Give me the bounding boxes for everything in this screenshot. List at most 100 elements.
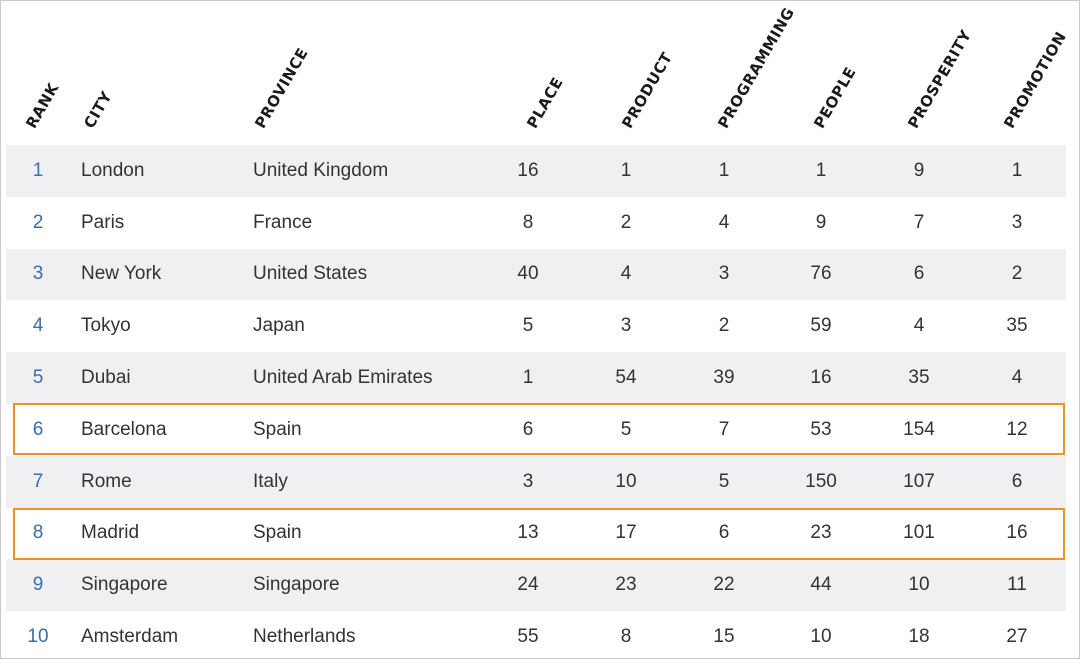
promotion-cell: 6 xyxy=(1011,470,1023,492)
header-programming: PROGRAMMING xyxy=(714,4,799,132)
prosperity-cell: 7 xyxy=(913,211,925,233)
province-cell: Japan xyxy=(253,315,305,337)
province-cell: United Kingdom xyxy=(253,159,389,181)
province-cell: Netherlands xyxy=(253,626,356,648)
programming-cell: 7 xyxy=(718,418,730,440)
table-row: 2 Paris France 8 2 4 9 7 3 xyxy=(6,196,1066,249)
prosperity-cell: 6 xyxy=(913,263,925,285)
city-cell: Amsterdam xyxy=(81,626,179,648)
place-cell: 6 xyxy=(522,418,534,440)
header-people: PEOPLE xyxy=(810,63,860,132)
product-cell: 8 xyxy=(620,626,632,648)
rank-cell: 9 xyxy=(32,574,44,596)
province-cell: Italy xyxy=(253,470,288,492)
rank-cell: 8 xyxy=(32,522,44,544)
header-place: PLACE xyxy=(523,74,567,132)
promotion-cell: 11 xyxy=(1007,574,1027,596)
city-cell: Paris xyxy=(81,211,125,233)
rank-cell: 2 xyxy=(32,211,44,233)
product-cell: 54 xyxy=(615,367,637,389)
product-cell: 17 xyxy=(615,522,637,544)
product-cell: 2 xyxy=(620,211,632,233)
table-row: 3 New York United States 40 4 3 76 6 2 xyxy=(6,248,1066,301)
header-rank: RANK xyxy=(22,79,63,132)
people-cell: 9 xyxy=(815,211,827,233)
programming-cell: 3 xyxy=(718,263,730,285)
people-cell: 150 xyxy=(805,470,837,492)
table-row: 7 Rome Italy 3 10 5 150 107 6 xyxy=(6,455,1066,508)
programming-cell: 39 xyxy=(713,367,735,389)
header-province: PROVINCE xyxy=(251,44,312,132)
people-cell: 59 xyxy=(810,315,832,337)
prosperity-cell: 107 xyxy=(903,470,935,492)
promotion-cell: 3 xyxy=(1011,211,1023,233)
province-cell: Spain xyxy=(253,522,302,544)
rank-cell: 6 xyxy=(32,418,44,440)
product-cell: 23 xyxy=(615,574,637,596)
people-cell: 53 xyxy=(810,418,832,440)
rank-cell: 7 xyxy=(32,470,44,492)
place-cell: 5 xyxy=(522,315,534,337)
place-cell: 1 xyxy=(522,367,534,389)
promotion-cell: 16 xyxy=(1006,522,1028,544)
place-cell: 13 xyxy=(517,522,539,544)
place-cell: 24 xyxy=(517,574,539,596)
rank-cell: 5 xyxy=(32,367,44,389)
programming-cell: 15 xyxy=(713,626,735,648)
place-cell: 3 xyxy=(522,470,534,492)
prosperity-cell: 154 xyxy=(903,418,935,440)
programming-cell: 22 xyxy=(713,574,735,596)
programming-cell: 4 xyxy=(718,211,730,233)
promotion-cell: 35 xyxy=(1006,315,1028,337)
table-header: RANK CITY PROVINCE PLACE PRODUCT PROGRAM… xyxy=(1,1,1079,145)
people-cell: 76 xyxy=(810,263,832,285)
programming-cell: 2 xyxy=(718,315,730,337)
header-product: PRODUCT xyxy=(618,49,677,132)
header-city: CITY xyxy=(80,88,116,132)
city-cell: New York xyxy=(81,263,162,285)
product-cell: 4 xyxy=(620,263,632,285)
prosperity-cell: 35 xyxy=(908,367,930,389)
table-row: 1 London United Kingdom 16 1 1 1 9 1 xyxy=(6,145,1066,197)
table-row: 9 Singapore Singapore 24 23 22 44 10 11 xyxy=(6,559,1066,612)
city-cell: Dubai xyxy=(81,367,131,389)
promotion-cell: 12 xyxy=(1006,418,1028,440)
product-cell: 1 xyxy=(620,159,632,181)
city-cell: Barcelona xyxy=(81,418,167,440)
province-cell: France xyxy=(253,211,313,233)
city-cell: Madrid xyxy=(81,522,140,544)
table-row: 4 Tokyo Japan 5 3 2 59 4 35 xyxy=(6,300,1066,353)
people-cell: 16 xyxy=(810,367,832,389)
people-cell: 10 xyxy=(810,626,832,648)
city-cell: Rome xyxy=(81,470,132,492)
table-row: 8 Madrid Spain 13 17 6 23 101 16 xyxy=(6,507,1066,560)
programming-cell: 6 xyxy=(718,522,730,544)
header-promotion: PROMOTION xyxy=(1000,28,1071,132)
promotion-cell: 2 xyxy=(1011,263,1023,285)
place-cell: 8 xyxy=(522,211,534,233)
people-cell: 1 xyxy=(815,159,827,181)
province-cell: Spain xyxy=(253,418,302,440)
province-cell: United Arab Emirates xyxy=(253,367,433,389)
table-row: 10 Amsterdam Netherlands 55 8 15 10 18 2… xyxy=(6,611,1066,658)
rank-cell: 3 xyxy=(32,263,44,285)
prosperity-cell: 9 xyxy=(913,159,925,181)
place-cell: 16 xyxy=(517,159,539,181)
product-cell: 5 xyxy=(620,418,632,440)
promotion-cell: 1 xyxy=(1011,159,1023,181)
header-prosperity: PROSPERITY xyxy=(904,26,976,132)
city-cell: Tokyo xyxy=(81,315,131,337)
promotion-cell: 27 xyxy=(1006,626,1028,648)
product-cell: 10 xyxy=(615,470,637,492)
province-cell: United States xyxy=(253,263,368,285)
prosperity-cell: 101 xyxy=(903,522,935,544)
prosperity-cell: 18 xyxy=(908,626,930,648)
programming-cell: 5 xyxy=(718,470,730,492)
table-row: 5 Dubai United Arab Emirates 1 54 39 16 … xyxy=(6,352,1066,404)
city-cell: London xyxy=(81,159,145,181)
rank-cell: 10 xyxy=(27,626,49,648)
programming-cell: 1 xyxy=(718,159,730,181)
prosperity-cell: 10 xyxy=(908,574,930,596)
rank-cell: 4 xyxy=(32,315,44,337)
